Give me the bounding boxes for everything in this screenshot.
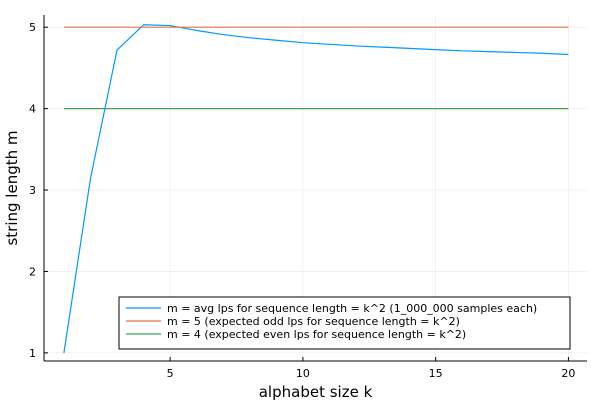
legend-entry-3: m = 4 (expected even lps for sequence le… <box>167 328 466 341</box>
x-axis-label: alphabet size k <box>259 383 373 401</box>
legend: m = avg lps for sequence length = k^2 (1… <box>118 296 571 350</box>
y-tick-label: 2 <box>29 265 36 278</box>
legend-entry-2: m = 5 (expected odd lps for sequence len… <box>167 315 460 328</box>
y-tick-label: 1 <box>29 347 36 360</box>
y-tick-label: 4 <box>29 103 36 116</box>
series-layer <box>63 24 569 353</box>
x-tick-label: 10 <box>296 367 310 380</box>
y-tick-label: 5 <box>29 21 36 34</box>
legend-box <box>118 296 571 350</box>
series-line-1 <box>63 24 569 353</box>
x-tick-label: 5 <box>167 367 174 380</box>
ticks: 5 10 15 20 1 2 3 4 5 <box>29 21 575 380</box>
legend-entry-1: m = avg lps for sequence length = k^2 (1… <box>167 302 537 315</box>
x-tick-label: 20 <box>561 367 575 380</box>
y-tick-label: 3 <box>29 184 36 197</box>
y-axis-label: string length m <box>3 130 21 245</box>
axes <box>43 15 587 362</box>
x-tick-label: 15 <box>429 367 443 380</box>
